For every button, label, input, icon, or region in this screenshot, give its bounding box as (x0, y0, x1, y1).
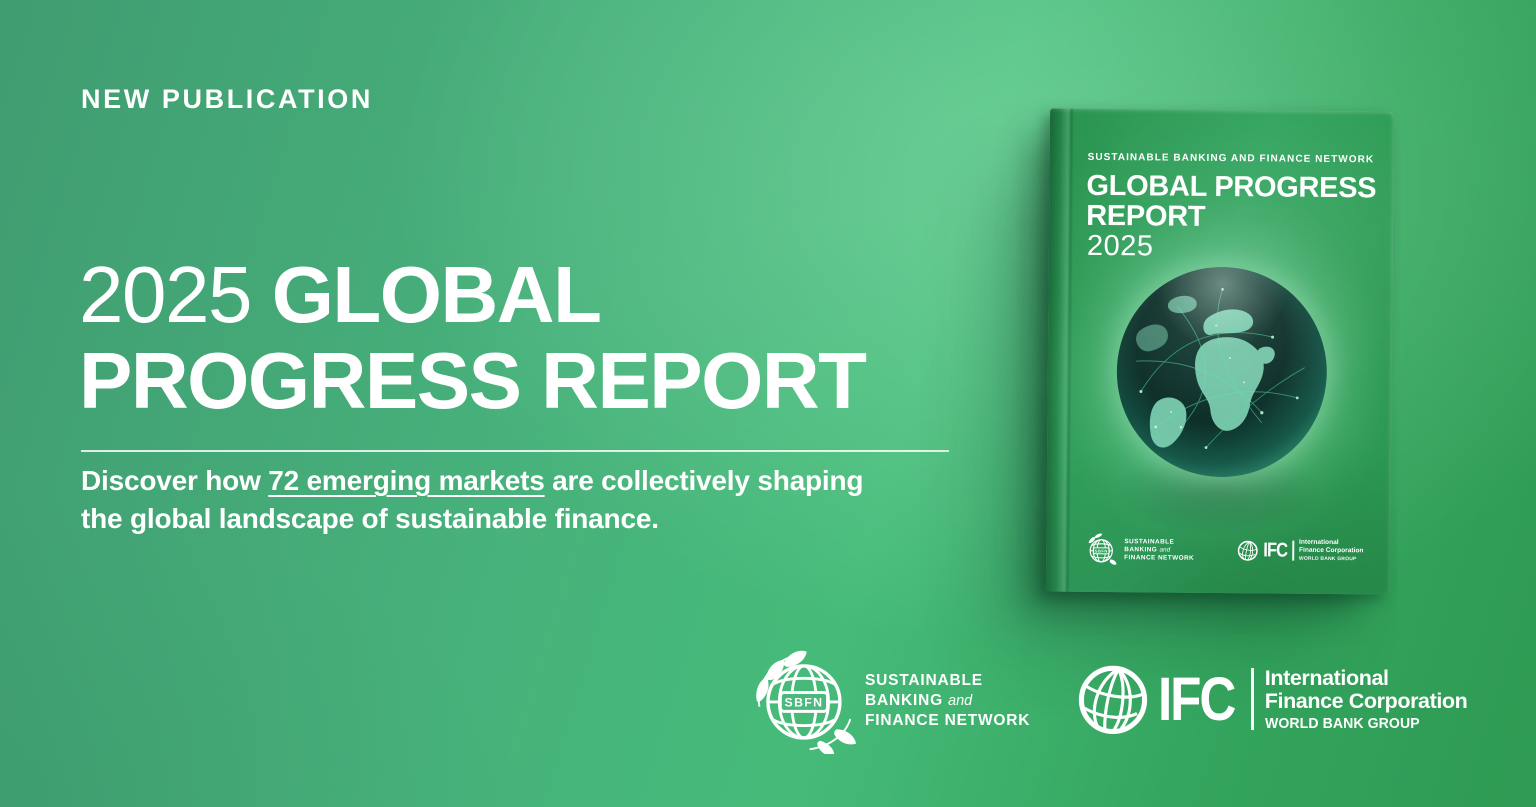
subtitle-line-2: the global landscape of sustainable fina… (81, 503, 659, 534)
cover-ifc-acronym: IFC (1263, 538, 1288, 562)
cover-year: 2025 (1086, 229, 1154, 263)
report-cover-mockup: SUSTAINABLE BANKING AND FINANCE NETWORK … (1045, 108, 1395, 595)
cover-network-label: SUSTAINABLE BANKING AND FINANCE NETWORK (1087, 151, 1375, 166)
cover-sbfn-logo: SBFN SUSTAINABLE BANKING and FINANCE NET… (1084, 533, 1194, 568)
cover-logo-row: SBFN SUSTAINABLE BANKING and FINANCE NET… (1046, 532, 1390, 581)
sbfn-globe-icon: SBFN (1088, 533, 1117, 565)
title-global: GLOBAL (271, 250, 602, 339)
ifc-acronym: IFC (1158, 665, 1236, 733)
new-publication-label: NEW PUBLICATION (81, 84, 373, 114)
subtitle: Discover how 72 emerging markets are col… (81, 462, 981, 538)
ifc-wordmark: International Finance Corporation WORLD … (1264, 665, 1468, 732)
cover-title-line-2: REPORT (1086, 199, 1206, 233)
cover-sbfn-wordmark: SUSTAINABLE BANKING and FINANCE NETWORK (1124, 538, 1195, 562)
emerging-markets-link[interactable]: 72 emerging markets (268, 465, 545, 496)
cover-ifc-wordmark: International Finance Corporation WORLD … (1298, 538, 1364, 563)
page-title: 2025 GLOBAL PROGRESS REPORT (79, 252, 867, 425)
sbfn-badge-text: SBFN (1095, 548, 1108, 553)
divider-line (81, 450, 949, 452)
ifc-wordmark-line1: International (1264, 665, 1389, 690)
ifc-wordmark-line3: WORLD BANK GROUP (1264, 715, 1420, 732)
cover-title-line-1: GLOBAL PROGRESS (1086, 169, 1377, 205)
sbfn-wordmark-line1: SUSTAINABLE (865, 672, 983, 689)
book-spine (1045, 108, 1075, 592)
ifc-wordmark-line2: Finance Corporation (1264, 688, 1468, 713)
sbfn-globe-icon: SBFN (756, 650, 856, 754)
globe-earth-icon (1116, 267, 1327, 477)
title-year: 2025 (79, 250, 252, 339)
ifc-divider (1250, 668, 1254, 730)
cover-title: GLOBAL PROGRESS REPORT (1086, 169, 1377, 234)
sbfn-wordmark-line3: FINANCE NETWORK (865, 712, 1031, 729)
ifc-globe-icon (1237, 540, 1258, 561)
sbfn-badge-text: SBFN (785, 696, 824, 710)
title-line-1: 2025 GLOBAL (79, 252, 866, 338)
title-line-2: PROGRESS REPORT (79, 336, 867, 425)
subtitle-prefix: Discover how (81, 465, 269, 496)
subtitle-suffix: are collectively shaping (544, 465, 864, 496)
ifc-globe-icon (1078, 665, 1148, 735)
cover-ifc-divider (1292, 540, 1295, 561)
ifc-logo: IFC International Finance Corporation WO… (1074, 660, 1468, 738)
sbfn-wordmark-line2: BANKING and (865, 692, 973, 709)
sbfn-wordmark: SUSTAINABLE BANKING and FINANCE NETWORK (865, 671, 1030, 731)
sbfn-logo: SBFN SUSTAINABLE BANKING and FINANCE NET… (750, 648, 1030, 754)
cover-ifc-logo: IFC International Finance Corporation WO… (1236, 538, 1364, 563)
globe-illustration (1110, 260, 1334, 484)
